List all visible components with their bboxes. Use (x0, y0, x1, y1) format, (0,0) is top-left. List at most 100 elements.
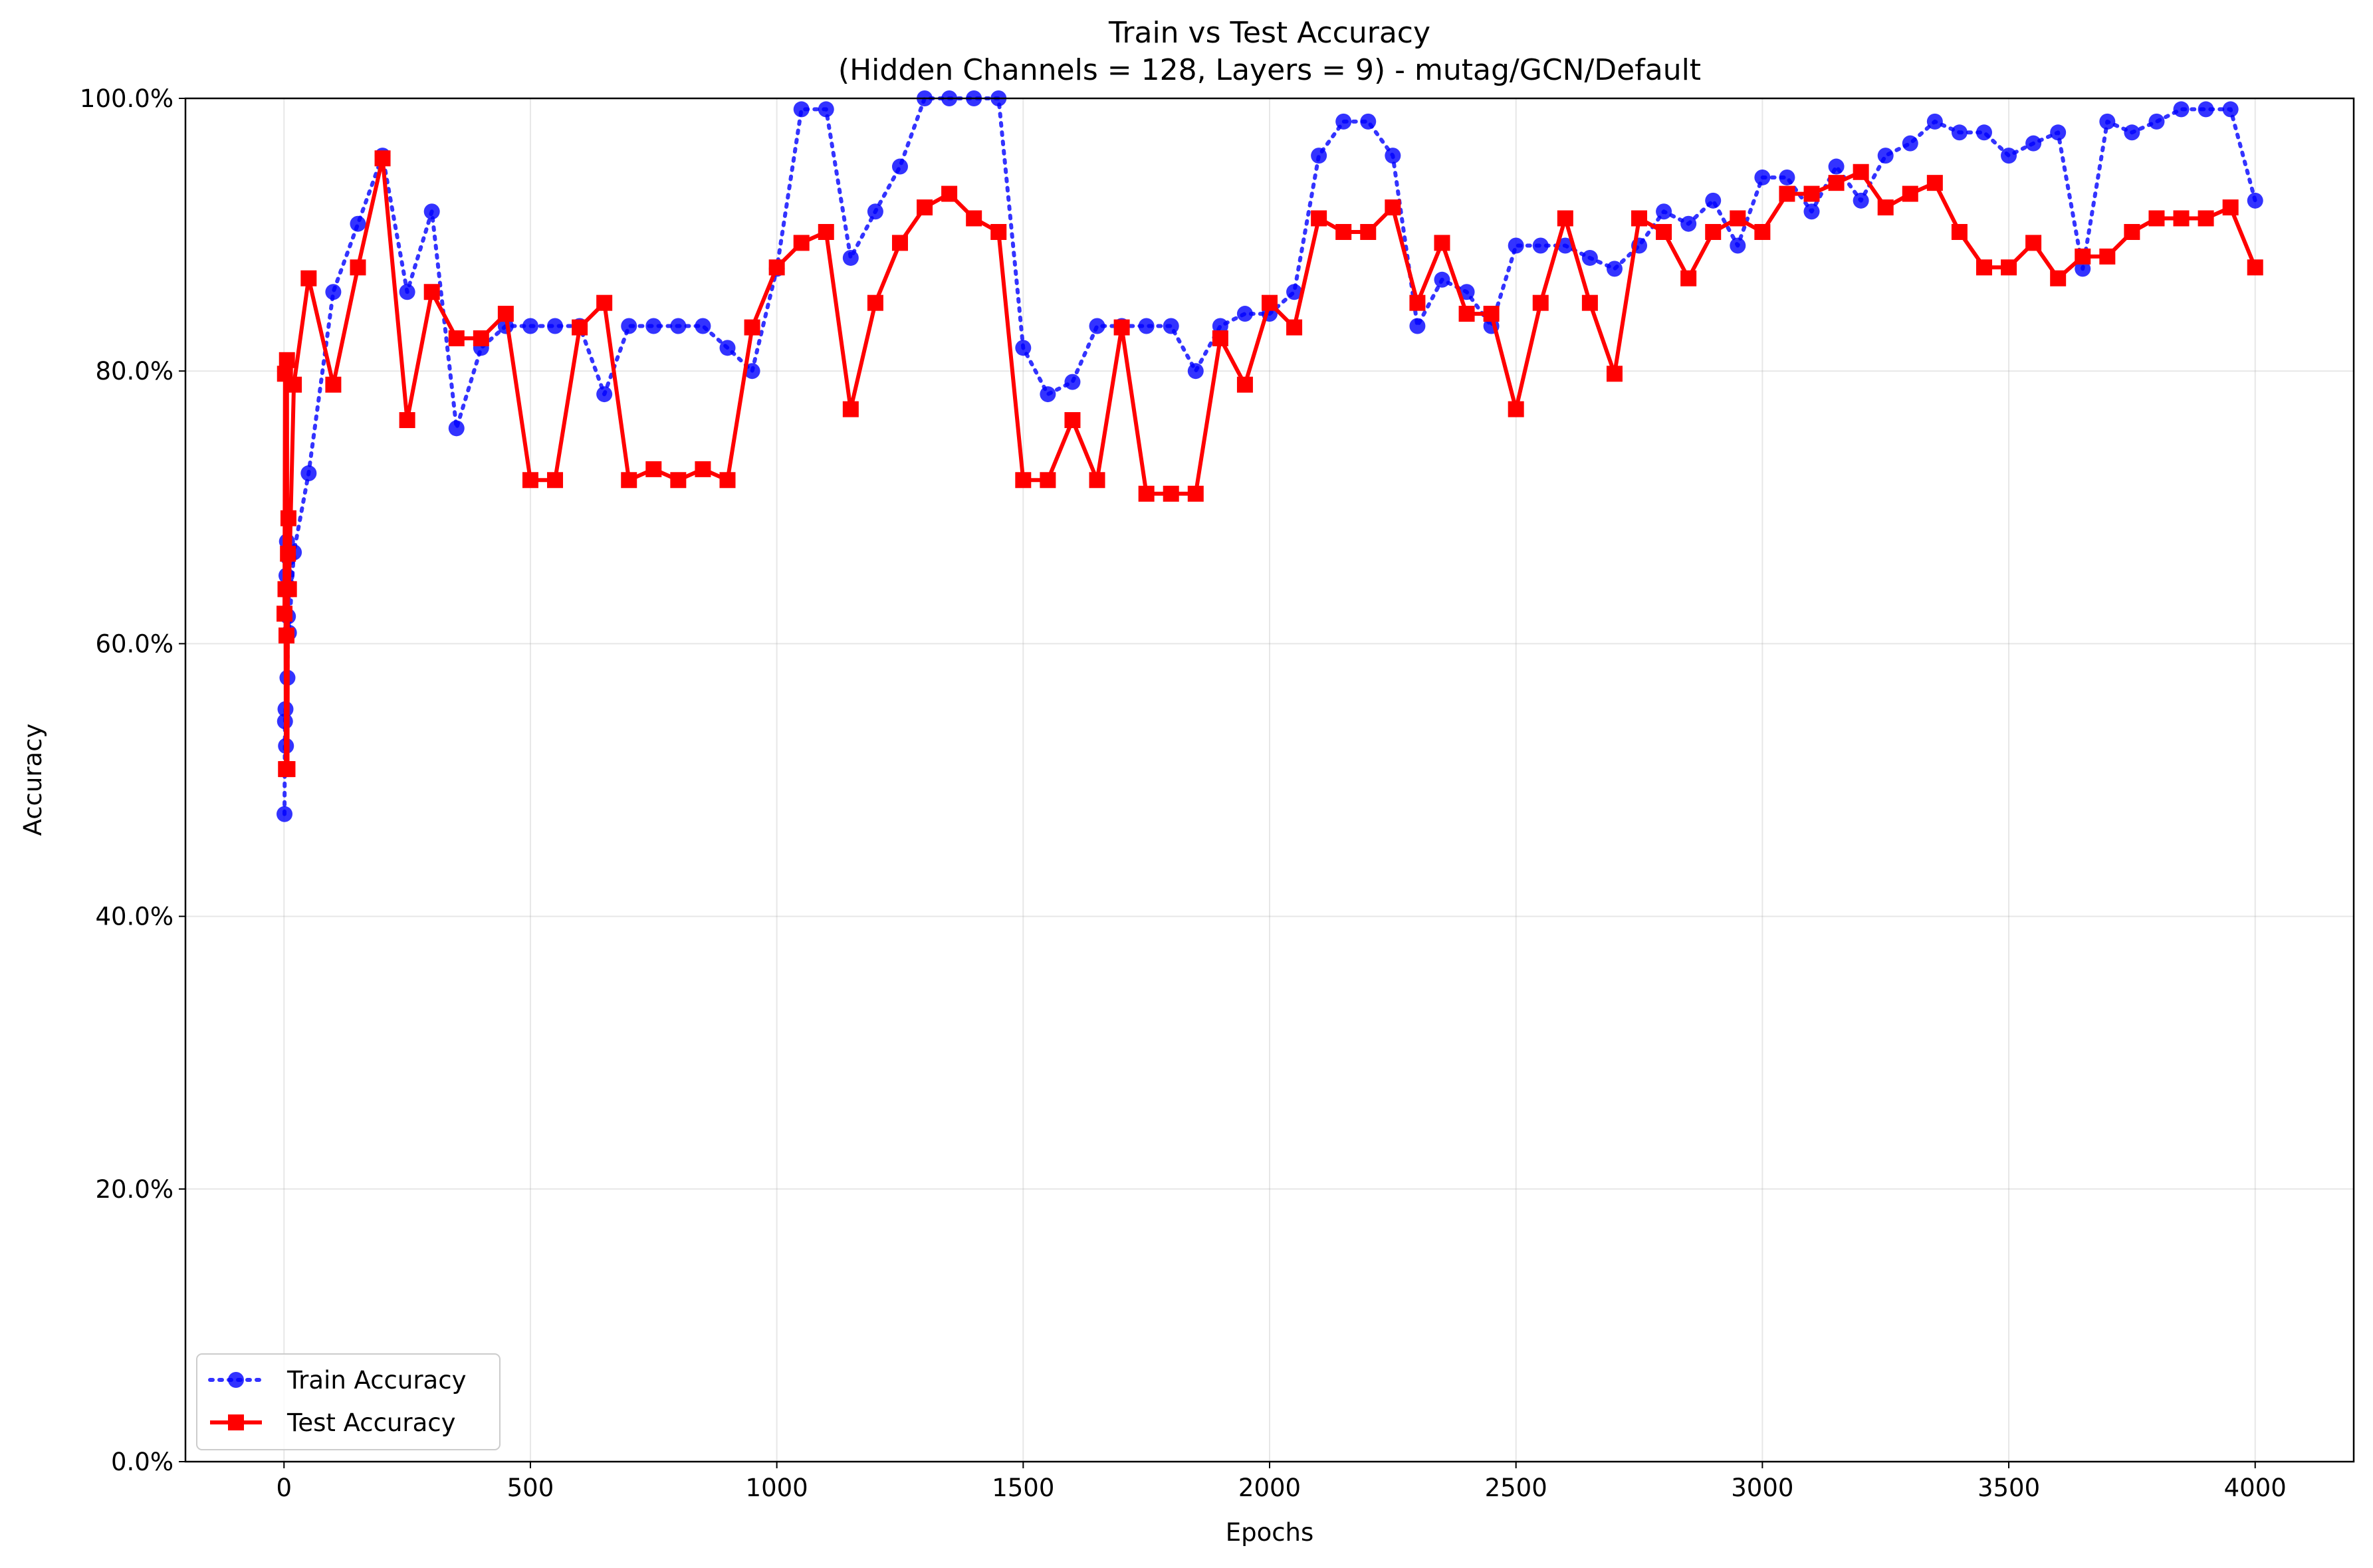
x-tick-label: 2000 (1238, 1474, 1301, 1502)
y-tick-label: 40.0% (95, 903, 173, 931)
test-accuracy-point (279, 352, 295, 368)
test-accuracy-point (374, 150, 391, 167)
train-accuracy-point (1705, 192, 1722, 209)
test-accuracy-point (1631, 210, 1648, 227)
test-accuracy-point (2025, 235, 2042, 251)
test-accuracy-point (1409, 294, 1426, 311)
train-accuracy-point (1458, 284, 1475, 300)
train-accuracy-point (448, 420, 465, 437)
test-accuracy-point (1926, 175, 1943, 191)
train-accuracy-point (645, 318, 662, 334)
train-accuracy-point (300, 465, 317, 482)
test-accuracy-point (1163, 485, 1179, 502)
train-accuracy-point (1089, 318, 1105, 334)
test-accuracy-point (842, 401, 859, 417)
test-accuracy-point (1138, 485, 1155, 502)
train-accuracy-point (1926, 113, 1943, 130)
test-accuracy-point (1877, 199, 1894, 216)
chart-subtitle: (Hidden Channels = 128, Layers = 9) - mu… (838, 53, 1701, 87)
x-axis-label: Epochs (1226, 1518, 1314, 1547)
train-accuracy-point (596, 386, 613, 403)
test-accuracy-point (325, 376, 342, 393)
test-accuracy-point (300, 270, 317, 286)
train-accuracy-point (1803, 203, 1820, 220)
x-tick-label: 1000 (746, 1474, 808, 1502)
x-tick-label: 500 (507, 1474, 554, 1502)
x-tick-label: 0 (276, 1474, 292, 1502)
train-accuracy-point (1187, 363, 1204, 380)
train-accuracy-point (1385, 148, 1401, 164)
test-accuracy-point (1754, 223, 1771, 240)
test-accuracy-point (1113, 319, 1130, 336)
train-accuracy-point (2075, 261, 2091, 277)
train-accuracy-point (1754, 169, 1771, 185)
train-accuracy-point (1064, 374, 1081, 390)
test-accuracy-point (768, 259, 785, 276)
test-accuracy-point (448, 330, 465, 346)
test-accuracy-point (1212, 330, 1228, 346)
test-accuracy-point (1581, 294, 1598, 311)
train-accuracy-point (1656, 203, 1672, 220)
train-accuracy-point (2198, 101, 2214, 118)
test-accuracy-point (1286, 319, 1303, 336)
y-tick-label: 100.0% (80, 84, 173, 113)
test-accuracy-point (2173, 210, 2190, 227)
test-accuracy-point (596, 294, 613, 311)
test-accuracy-point (793, 235, 810, 251)
x-tick-label: 4000 (2224, 1474, 2287, 1502)
train-accuracy-point (1311, 148, 1327, 164)
train-accuracy-point (2001, 148, 2017, 164)
x-tick-label: 1500 (992, 1474, 1054, 1502)
train-accuracy-point (1951, 124, 1968, 141)
test-accuracy-point (1089, 472, 1105, 489)
test-accuracy-point (350, 259, 366, 276)
test-accuracy-point (1951, 223, 1968, 240)
test-accuracy-point (1902, 185, 1918, 202)
test-accuracy-point (1483, 306, 1500, 322)
legend-test-label: Test Accuracy (286, 1408, 456, 1437)
test-accuracy-point (1335, 223, 1352, 240)
test-accuracy-point (719, 472, 736, 489)
train-accuracy-point (695, 318, 711, 334)
train-accuracy-point (325, 284, 342, 300)
train-accuracy-point (1730, 237, 1746, 254)
train-accuracy-point (2247, 192, 2263, 209)
x-tick-label: 3500 (1978, 1474, 2040, 1502)
test-accuracy-point (966, 210, 982, 227)
test-accuracy-point (744, 319, 760, 336)
test-accuracy-point (695, 461, 711, 477)
train-accuracy-point (744, 363, 760, 380)
train-accuracy-point (621, 318, 637, 334)
train-accuracy-point (1877, 148, 1894, 164)
train-accuracy-point (1236, 306, 1253, 322)
test-accuracy-point (941, 185, 958, 202)
test-accuracy-point (1803, 185, 1820, 202)
train-accuracy-point (842, 249, 859, 266)
train-accuracy-point (2050, 124, 2067, 141)
test-accuracy-point (1853, 164, 1869, 180)
y-tick-label: 80.0% (95, 357, 173, 386)
train-accuracy-point (2148, 113, 2165, 130)
legend-box (196, 1353, 501, 1450)
test-accuracy-point (423, 284, 440, 300)
legend-test-marker (228, 1414, 244, 1430)
test-accuracy-point (1360, 223, 1377, 240)
test-accuracy-point (1606, 366, 1623, 382)
test-accuracy-point (645, 461, 662, 477)
train-accuracy-point (547, 318, 564, 334)
test-accuracy-point (1040, 472, 1056, 489)
test-accuracy-point (1236, 376, 1253, 393)
train-accuracy-point (1286, 284, 1303, 300)
test-accuracy-point (1532, 294, 1549, 311)
test-accuracy-point (2001, 259, 2017, 276)
test-accuracy-point (2124, 223, 2140, 240)
train-accuracy-point (867, 203, 883, 220)
train-accuracy-point (1434, 271, 1450, 288)
test-accuracy-point (277, 606, 293, 622)
test-accuracy-point (2247, 259, 2263, 276)
train-accuracy-point (1680, 215, 1697, 232)
legend-train-marker (228, 1372, 244, 1388)
series-layer (277, 90, 2263, 822)
